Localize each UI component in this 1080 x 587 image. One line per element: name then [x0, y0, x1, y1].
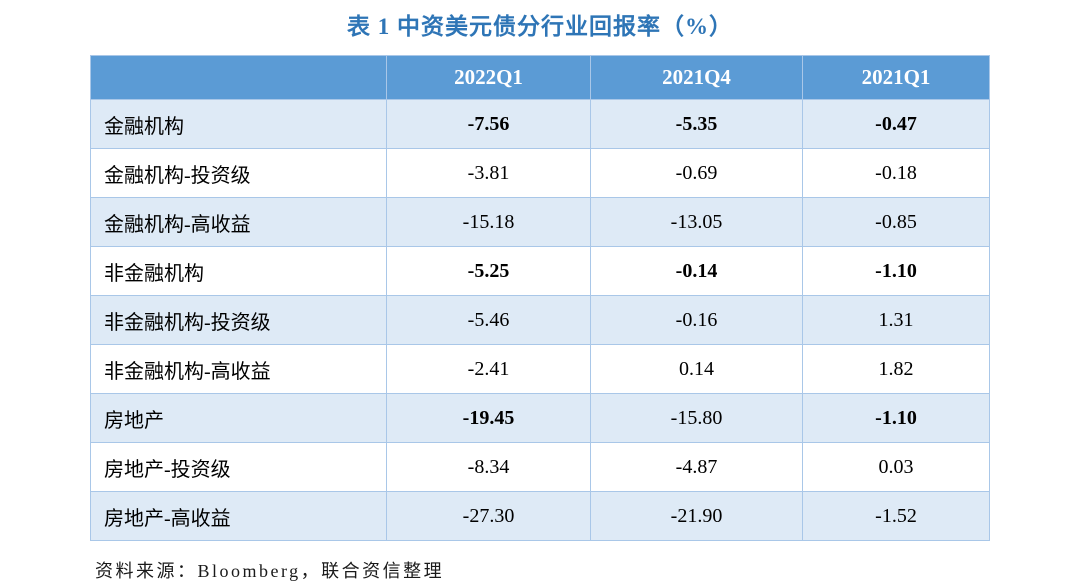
value-cell: -3.81: [386, 148, 591, 198]
value-cell: -27.30: [386, 491, 591, 541]
column-header-2022q1: 2022Q1: [386, 55, 591, 100]
value-cell: 1.82: [802, 344, 990, 394]
column-header-sector: [90, 55, 387, 100]
table-row: 非金融机构-投资级 -5.46 -0.16 1.31: [90, 295, 990, 345]
value-cell: -15.80: [590, 393, 803, 443]
value-cell: -8.34: [386, 442, 591, 492]
header-row: 2022Q1 2021Q4 2021Q1: [90, 55, 990, 100]
value-cell: -5.25: [386, 246, 591, 296]
value-cell: 0.14: [590, 344, 803, 394]
row-label: 金融机构: [90, 99, 387, 149]
value-cell: -0.85: [802, 197, 990, 247]
table-row: 金融机构 -7.56 -5.35 -0.47: [90, 99, 990, 149]
table-row: 房地产-高收益 -27.30 -21.90 -1.52: [90, 491, 990, 541]
value-cell: -7.56: [386, 99, 591, 149]
table-row: 非金融机构-高收益 -2.41 0.14 1.82: [90, 344, 990, 394]
value-cell: -1.10: [802, 246, 990, 296]
column-header-2021q4: 2021Q4: [590, 55, 803, 100]
value-cell: -15.18: [386, 197, 591, 247]
table-row: 房地产-投资级 -8.34 -4.87 0.03: [90, 442, 990, 492]
value-cell: -0.14: [590, 246, 803, 296]
returns-table: 2022Q1 2021Q4 2021Q1 金融机构 -7.56 -5.35 -0…: [90, 55, 990, 541]
column-header-2021q1: 2021Q1: [802, 55, 990, 100]
value-cell: 0.03: [802, 442, 990, 492]
table-row: 房地产 -19.45 -15.80 -1.10: [90, 393, 990, 443]
row-label: 金融机构-投资级: [90, 148, 387, 198]
row-label: 房地产: [90, 393, 387, 443]
value-cell: -21.90: [590, 491, 803, 541]
value-cell: -19.45: [386, 393, 591, 443]
table-title: 表 1 中资美元债分行业回报率（%）: [347, 14, 733, 39]
row-label: 非金融机构: [90, 246, 387, 296]
value-cell: -1.10: [802, 393, 990, 443]
value-cell: -1.52: [802, 491, 990, 541]
value-cell: -5.46: [386, 295, 591, 345]
value-cell: -0.18: [802, 148, 990, 198]
returns-table-container: 2022Q1 2021Q4 2021Q1 金融机构 -7.56 -5.35 -0…: [90, 55, 990, 541]
value-cell: -0.69: [590, 148, 803, 198]
value-cell: -2.41: [386, 344, 591, 394]
row-label: 金融机构-高收益: [90, 197, 387, 247]
row-label: 房地产-投资级: [90, 442, 387, 492]
value-cell: -4.87: [590, 442, 803, 492]
table-row: 金融机构-投资级 -3.81 -0.69 -0.18: [90, 148, 990, 198]
row-label: 房地产-高收益: [90, 491, 387, 541]
value-cell: 1.31: [802, 295, 990, 345]
row-label: 非金融机构-高收益: [90, 344, 387, 394]
source-note: 资料来源：Bloomberg，联合资信整理: [95, 561, 445, 581]
row-label: 非金融机构-投资级: [90, 295, 387, 345]
value-cell: -5.35: [590, 99, 803, 149]
value-cell: -13.05: [590, 197, 803, 247]
value-cell: -0.47: [802, 99, 990, 149]
table-row: 非金融机构 -5.25 -0.14 -1.10: [90, 246, 990, 296]
value-cell: -0.16: [590, 295, 803, 345]
table-row: 金融机构-高收益 -15.18 -13.05 -0.85: [90, 197, 990, 247]
